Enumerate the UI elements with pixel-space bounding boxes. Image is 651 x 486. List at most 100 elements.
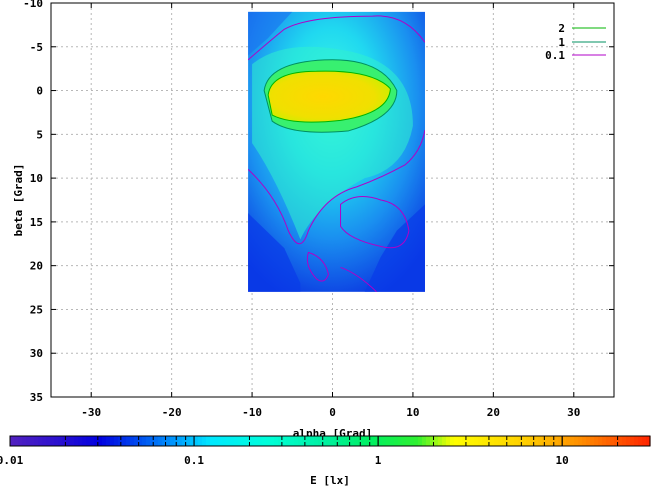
colorbar-segment <box>26 436 31 446</box>
colorbar-segment <box>22 436 27 446</box>
colorbar-segment <box>214 436 219 446</box>
colorbar-segment <box>262 436 267 446</box>
colorbar-segment <box>434 436 439 446</box>
x-tick-label: -30 <box>81 406 101 419</box>
colorbar-segment <box>586 436 591 446</box>
legend-label-2: 2 <box>558 22 565 35</box>
heatmap-region-2 <box>268 71 391 123</box>
colorbar-segment <box>522 436 527 446</box>
colorbar-segment <box>298 436 303 446</box>
x-tick-label: 0 <box>329 406 336 419</box>
colorbar-segment <box>482 436 487 446</box>
x-tick-label: 20 <box>487 406 500 419</box>
colorbar-segment <box>322 436 327 446</box>
colorbar-tick-label: 10 <box>556 454 569 467</box>
colorbar-segment <box>46 436 51 446</box>
colorbar-segment <box>186 436 191 446</box>
colorbar-segment <box>78 436 83 446</box>
colorbar-segment <box>454 436 459 446</box>
y-tick-label: 10 <box>30 172 43 185</box>
colorbar-segment <box>278 436 283 446</box>
legend: 2 1 0.1 <box>528 18 614 64</box>
colorbar-segment <box>222 436 227 446</box>
colorbar-segment <box>486 436 491 446</box>
colorbar-segment <box>526 436 531 446</box>
colorbar-segment <box>118 436 123 446</box>
colorbar-segment <box>246 436 251 446</box>
colorbar-tick-label: 1 <box>375 454 382 467</box>
y-tick-label: 35 <box>30 391 43 404</box>
colorbar-segment <box>38 436 43 446</box>
colorbar-segment <box>386 436 391 446</box>
x-tick-label: 30 <box>567 406 580 419</box>
colorbar-segment <box>418 436 423 446</box>
colorbar-segment <box>90 436 95 446</box>
colorbar-tick-label: 0.01 <box>0 454 24 467</box>
colorbar-segment <box>598 436 603 446</box>
colorbar-segment <box>374 436 379 446</box>
colorbar-segment <box>202 436 207 446</box>
colorbar-segment <box>166 436 171 446</box>
colorbar-segment <box>626 436 631 446</box>
heatmap-region-low <box>248 213 301 292</box>
heatmap-region-low <box>248 11 293 56</box>
colorbar-segment <box>150 436 155 446</box>
colorbar-segment <box>534 436 539 446</box>
colorbar-segment <box>510 436 515 446</box>
colorbar-segment <box>630 436 635 446</box>
colorbar-segment <box>130 436 135 446</box>
colorbar-segment <box>286 436 291 446</box>
colorbar-segment <box>642 436 647 446</box>
legend-frame <box>528 18 614 64</box>
x-tick-label: 10 <box>406 406 419 419</box>
colorbar-segment <box>318 436 323 446</box>
colorbar-segment <box>430 436 435 446</box>
colorbar-segment <box>414 436 419 446</box>
y-tick-label: 20 <box>30 260 43 273</box>
colorbar-segment <box>390 436 395 446</box>
colorbar-segment <box>226 436 231 446</box>
colorbar-segment <box>566 436 571 446</box>
colorbar-segment <box>134 436 139 446</box>
colorbar-segment <box>178 436 183 446</box>
colorbar-segment <box>498 436 503 446</box>
colorbar-segment <box>198 436 203 446</box>
x-tick-label: -10 <box>242 406 262 419</box>
colorbar-segment <box>238 436 243 446</box>
colorbar-segment <box>422 436 427 446</box>
colorbar-segment <box>154 436 159 446</box>
colorbar-segment <box>210 436 215 446</box>
colorbar-segment <box>358 436 363 446</box>
colorbar-segment <box>558 436 563 446</box>
colorbar-segment <box>58 436 63 446</box>
contour-1 <box>263 59 398 133</box>
axis-ticks: -30 -20 -10 0 10 20 30 -10 -5 0 5 10 15 20 25 30 35 <box>23 0 614 419</box>
colorbar-segment <box>614 436 619 446</box>
colorbar-segment <box>254 436 259 446</box>
colorbar-segment <box>394 436 399 446</box>
colorbar-segment <box>438 436 443 446</box>
colorbar-segment <box>194 436 199 446</box>
colorbar-segment <box>410 436 415 446</box>
colorbar-segment <box>294 436 299 446</box>
colorbar-segment <box>402 436 407 446</box>
colorbar-segment <box>218 436 223 446</box>
colorbar-segment <box>442 436 447 446</box>
colorbar-segment <box>66 436 71 446</box>
colorbar-segment <box>506 436 511 446</box>
colorbar-segment <box>266 436 271 446</box>
colorbar-segment <box>590 436 595 446</box>
colorbar-segment <box>54 436 59 446</box>
legend-label-0-1: 0.1 <box>545 49 565 62</box>
colorbar-segment <box>122 436 127 446</box>
colorbar-segment <box>82 436 87 446</box>
colorbar-segment <box>634 436 639 446</box>
colorbar-segment <box>94 436 99 446</box>
colorbar-segment <box>450 436 455 446</box>
colorbar-segment <box>602 436 607 446</box>
contour-0-1 <box>340 196 410 249</box>
y-tick-label: 25 <box>30 303 43 316</box>
colorbar-segment <box>458 436 463 446</box>
y-axis-label: beta [Grad] <box>12 164 25 237</box>
colorbar-segment <box>646 436 651 446</box>
